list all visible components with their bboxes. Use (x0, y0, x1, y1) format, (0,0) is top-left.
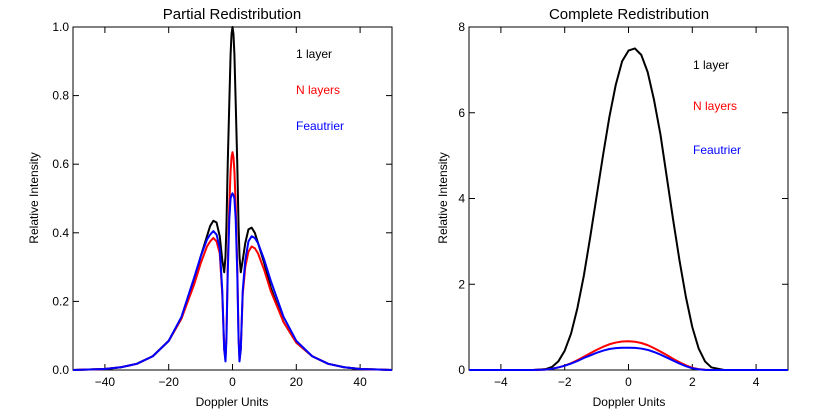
legend: 1 layer N layers Feautrier (693, 58, 741, 157)
legend: 1 layer N layers Feautrier (296, 47, 344, 133)
y-tick-label: 6 (458, 106, 465, 120)
x-tick-label: −2 (558, 375, 572, 389)
y-tick-label: 0.6 (52, 157, 69, 171)
chart-complete-redistribution: Complete Redistribution Doppler Units Re… (436, 6, 789, 409)
series-line-feautrier (469, 346, 788, 371)
x-tick-label: −40 (95, 375, 116, 389)
y-tick-label: 2 (458, 277, 465, 291)
x-tick-label: 20 (290, 375, 304, 389)
y-tick-label: 0.2 (52, 294, 69, 308)
x-tick-label: 0 (229, 375, 236, 389)
chart-title: Partial Redistribution (163, 6, 301, 23)
series-line-feautrier (72, 192, 393, 371)
chart-title: Complete Redistribution (549, 6, 709, 23)
x-tick-label: 40 (353, 375, 367, 389)
y-tick-label: 0.4 (52, 226, 69, 240)
y-tick-label: 8 (458, 20, 465, 34)
axis-ticks: −4 −2 0 2 4 0 2 4 6 8 (458, 20, 788, 389)
series-lines (72, 26, 393, 371)
chart-partial-redistribution: Partial Redistribution Doppler Units Rel… (27, 6, 393, 409)
x-tick-label: 0 (625, 375, 632, 389)
legend-entry-n-layers: N layers (693, 99, 737, 113)
x-axis-label: Doppler Units (196, 395, 269, 409)
x-tick-label: −20 (159, 375, 180, 389)
y-tick-label: 0.0 (52, 363, 69, 377)
legend-entry-1-layer: 1 layer (693, 58, 729, 72)
x-tick-label: −4 (494, 375, 508, 389)
y-tick-label: 0 (458, 363, 465, 377)
series-lines (469, 47, 788, 371)
x-tick-label: 2 (689, 375, 696, 389)
y-tick-label: 1.0 (52, 20, 69, 34)
y-tick-label: 4 (458, 192, 465, 206)
y-axis-label: Relative Intensity (436, 152, 450, 243)
y-axis-label: Relative Intensity (27, 152, 41, 243)
x-tick-label: 4 (753, 375, 760, 389)
x-axis-label: Doppler Units (593, 395, 666, 409)
legend-entry-n-layers: N layers (296, 83, 340, 97)
legend-entry-feautrier: Feautrier (693, 143, 741, 157)
legend-entry-feautrier: Feautrier (296, 119, 344, 133)
legend-entry-1-layer: 1 layer (296, 47, 332, 61)
series-line-1-layer (469, 47, 788, 371)
series-line-n-layers (72, 151, 393, 371)
y-tick-label: 0.8 (52, 89, 69, 103)
